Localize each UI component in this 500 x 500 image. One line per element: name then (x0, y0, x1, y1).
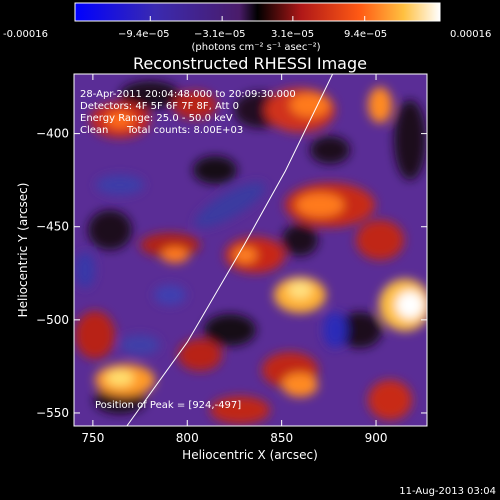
colorbar-tick-label: 0.00016 (450, 29, 491, 40)
colorbar-tick-label: 9.4e−05 (344, 29, 387, 40)
y-tick-label: −400 (36, 127, 69, 141)
x-tick-label: 800 (176, 431, 199, 445)
solar-limb-curve (126, 74, 334, 426)
y-axis: −400 −450 −500 −550 (36, 127, 427, 420)
y-axis-label: Heliocentric Y (arcsec) (16, 183, 30, 318)
x-axis-label: Heliocentric X (arcsec) (182, 448, 318, 462)
chart-title: Reconstructed RHESSI Image (133, 54, 367, 73)
x-tick-label: 900 (365, 431, 388, 445)
colorbar-gradient (74, 2, 441, 22)
colorbar-tick-label: -0.00016 (3, 29, 48, 40)
annotation-detectors: Detectors: 4F 5F 6F 7F 8F, Att 0 (80, 101, 239, 112)
annotations: 28-Apr-2011 20:04:48.000 to 20:09:30.000… (80, 89, 296, 411)
annotation-method: Clean (80, 125, 108, 136)
plot-frame (73, 73, 428, 427)
x-tick-label: 750 (81, 431, 104, 445)
x-tick-label: 850 (270, 431, 293, 445)
heatmap-blobs (75, 81, 427, 424)
plot-area (74, 74, 427, 426)
colorbar-tick-label: −3.1e−05 (194, 29, 246, 40)
annotation-energy: Energy Range: 25.0 - 50.0 keV (80, 113, 233, 124)
y-tick-label: −500 (36, 313, 69, 327)
y-tick-label: −450 (36, 220, 69, 234)
colorbar-units: (photons cm⁻² s⁻¹ asec⁻²) (191, 42, 320, 53)
colorbar-tick-label: 3.1e−05 (271, 29, 314, 40)
annotation-peak: Position of Peak = [924,-497] (95, 400, 241, 411)
annotation-time: 28-Apr-2011 20:04:48.000 to 20:09:30.000 (80, 89, 296, 100)
colorbar-ticks (74, 16, 441, 21)
colorbar: -0.00016 −9.4e−05 −3.1e−05 3.1e−05 9.4e−… (3, 2, 491, 53)
footer-date: 11-Aug-2013 03:04 (399, 486, 496, 497)
y-tick-label: −550 (36, 406, 69, 420)
annotation-counts: Total counts: 8.00E+03 (126, 125, 243, 136)
colorbar-tick-label: −9.4e−05 (118, 29, 170, 40)
x-axis: 750 800 850 900 (81, 74, 387, 445)
